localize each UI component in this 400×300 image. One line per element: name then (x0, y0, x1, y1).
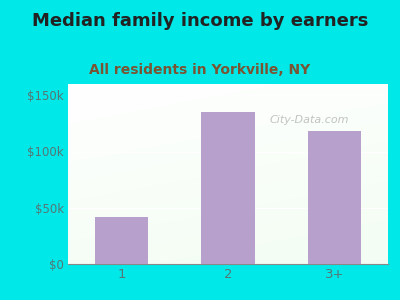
Text: City-Data.com: City-Data.com (270, 115, 349, 125)
Bar (95, 217, 148, 264)
Text: All residents in Yorkville, NY: All residents in Yorkville, NY (89, 63, 311, 77)
Bar (308, 131, 361, 264)
Text: Median family income by earners: Median family income by earners (32, 12, 368, 30)
Bar (201, 112, 255, 264)
